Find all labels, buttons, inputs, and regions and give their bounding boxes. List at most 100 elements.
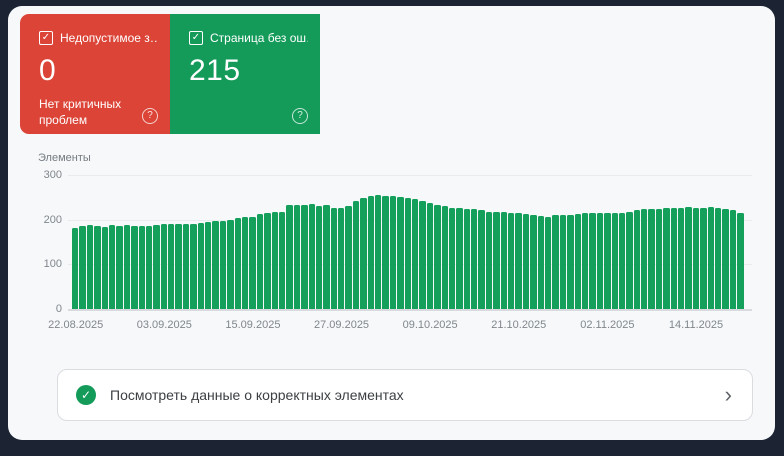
bar xyxy=(323,204,330,309)
card-errors-label: Недопустимое з… xyxy=(60,31,158,45)
bar xyxy=(596,212,604,309)
bar xyxy=(419,200,426,309)
bar xyxy=(530,215,537,309)
view-valid-items-button[interactable]: ✓ Посмотреть данные о корректных элемент… xyxy=(57,369,753,421)
bar xyxy=(190,223,197,309)
bar xyxy=(456,208,463,309)
card-errors-header: ✓ Недопустимое з… xyxy=(39,31,158,45)
checkbox-checked-icon[interactable]: ✓ xyxy=(39,31,53,45)
bar xyxy=(663,208,670,309)
bar xyxy=(485,211,493,309)
check-circle-icon: ✓ xyxy=(76,385,96,405)
bar xyxy=(389,196,397,309)
bar xyxy=(256,213,264,309)
bar xyxy=(101,226,108,309)
bar xyxy=(72,227,79,309)
bar xyxy=(692,208,700,309)
bar xyxy=(301,204,308,309)
y-tick-label: 0 xyxy=(55,303,62,315)
bar xyxy=(397,197,404,309)
bar xyxy=(737,212,744,309)
bar xyxy=(86,225,94,309)
report-panel: ✓ Недопустимое з… 0 Нет критичных пробле… xyxy=(8,6,775,440)
card-errors-value: 0 xyxy=(39,54,57,87)
bar xyxy=(515,213,522,309)
bar xyxy=(641,209,648,309)
bar xyxy=(352,201,360,309)
bar xyxy=(434,204,441,309)
bar xyxy=(448,207,456,309)
gridline xyxy=(68,175,752,176)
bar xyxy=(197,222,205,309)
bar xyxy=(138,226,145,309)
bar xyxy=(94,226,101,309)
x-tick-label: 21.10.2025 xyxy=(491,319,547,331)
bar xyxy=(227,219,234,309)
bar xyxy=(508,212,515,309)
chart-bars[interactable] xyxy=(72,175,744,309)
bar xyxy=(123,225,131,309)
bar xyxy=(574,214,581,309)
bar xyxy=(175,223,182,309)
bar xyxy=(441,206,448,309)
bar xyxy=(338,208,345,309)
bar xyxy=(522,213,530,309)
bar xyxy=(182,224,190,309)
bar xyxy=(219,220,227,309)
bar xyxy=(116,226,123,309)
bar xyxy=(249,216,256,309)
card-errors[interactable]: ✓ Недопустимое з… 0 Нет критичных пробле… xyxy=(20,14,170,134)
card-valid-value: 215 xyxy=(189,54,241,87)
bar xyxy=(559,214,567,309)
bar xyxy=(212,221,219,309)
bar xyxy=(707,207,714,309)
bar xyxy=(426,203,434,309)
bar xyxy=(404,198,411,309)
chevron-right-icon: › xyxy=(724,382,732,407)
bar xyxy=(153,225,160,309)
card-valid[interactable]: ✓ Страница без ош… 215 ? xyxy=(170,14,320,134)
bar xyxy=(278,211,286,309)
bar xyxy=(308,204,315,309)
bar xyxy=(234,218,241,309)
bar xyxy=(108,225,116,309)
bar xyxy=(567,214,574,309)
bar xyxy=(160,224,168,309)
y-tick-label: 200 xyxy=(43,213,62,226)
bar xyxy=(79,225,86,309)
bar xyxy=(367,196,375,309)
x-tick-label: 27.09.2025 xyxy=(314,319,370,331)
bar xyxy=(500,212,508,309)
chart-y-axis-title: Элементы xyxy=(38,152,91,164)
bar xyxy=(670,208,678,309)
bar xyxy=(589,212,596,309)
bar xyxy=(411,198,419,309)
bar xyxy=(685,207,692,309)
gridline xyxy=(68,309,752,311)
bar xyxy=(545,216,552,309)
bar xyxy=(678,207,685,309)
bar xyxy=(714,208,722,309)
help-icon[interactable]: ? xyxy=(292,108,308,124)
bar xyxy=(360,198,367,309)
x-tick-label: 09.10.2025 xyxy=(402,319,458,331)
bar xyxy=(286,205,293,309)
bar xyxy=(722,208,729,309)
bar xyxy=(478,209,485,309)
bar xyxy=(618,212,626,309)
bar xyxy=(205,222,212,309)
bar xyxy=(271,211,278,309)
y-tick-label: 100 xyxy=(43,258,62,271)
bar xyxy=(382,195,389,309)
bar xyxy=(264,212,271,309)
x-tick-label: 03.09.2025 xyxy=(136,319,192,331)
bar xyxy=(700,207,707,309)
bar xyxy=(581,213,589,309)
bar xyxy=(168,224,175,309)
checkbox-checked-icon[interactable]: ✓ xyxy=(189,31,203,45)
bar xyxy=(471,209,478,309)
help-icon[interactable]: ? xyxy=(142,108,158,124)
bar xyxy=(604,212,611,309)
bar xyxy=(648,208,655,309)
bar xyxy=(537,216,544,309)
